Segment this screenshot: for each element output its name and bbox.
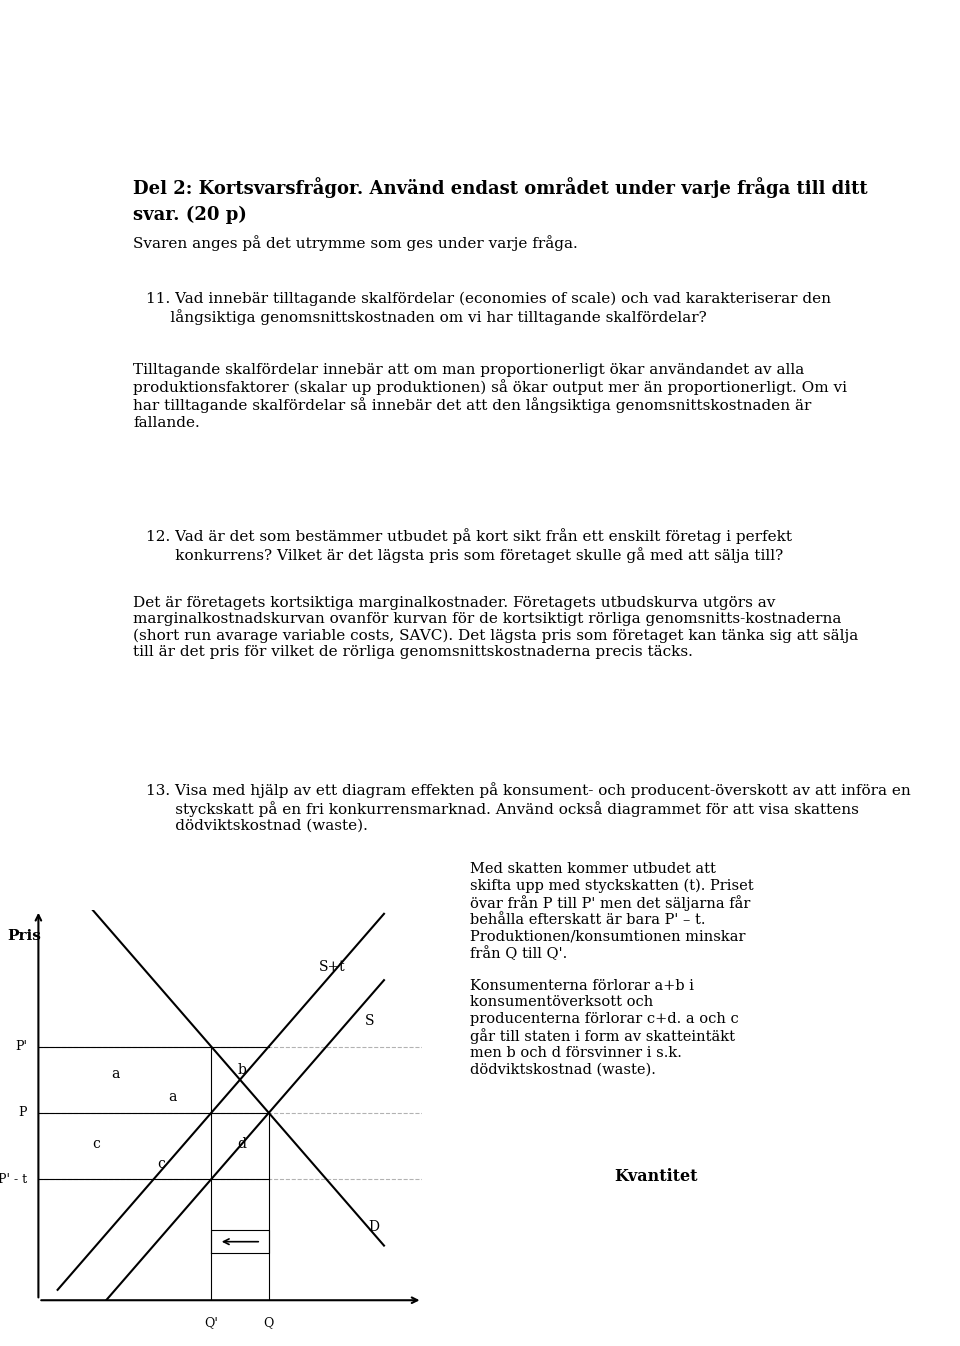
Text: S: S	[365, 1014, 374, 1028]
Text: P: P	[18, 1106, 27, 1120]
Text: 11. Vad innebär tilltagande skalfördelar (economies of scale) och vad karakteris: 11. Vad innebär tilltagande skalfördelar…	[146, 292, 831, 324]
Text: Q: Q	[264, 1316, 274, 1329]
Text: Pris: Pris	[8, 930, 41, 944]
Text: S+t: S+t	[319, 960, 346, 975]
Text: svar. (20 p): svar. (20 p)	[133, 206, 248, 225]
Text: Med skatten kommer utbudet att
skifta upp med styckskatten (t). Priset
övar från: Med skatten kommer utbudet att skifta up…	[469, 863, 754, 1077]
Text: P' - t: P' - t	[0, 1172, 27, 1186]
Text: Q': Q'	[204, 1316, 218, 1329]
Text: Kvantitet: Kvantitet	[614, 1168, 697, 1184]
Text: Det är företagets kortsiktiga marginalkostnader. Företagets utbudskurva utgörs a: Det är företagets kortsiktiga marginalko…	[133, 596, 858, 658]
Text: d: d	[237, 1137, 247, 1151]
Text: a: a	[169, 1090, 177, 1104]
Text: 12. Vad är det som bestämmer utbudet på kort sikt från ett enskilt företag i per: 12. Vad är det som bestämmer utbudet på …	[146, 529, 792, 563]
Text: Del 2: Kortsvarsfrågor. Använd endast området under varje fråga till ditt: Del 2: Kortsvarsfrågor. Använd endast om…	[133, 178, 868, 198]
Text: b: b	[237, 1063, 247, 1077]
Text: Svaren anges på det utrymme som ges under varje fråga.: Svaren anges på det utrymme som ges unde…	[133, 236, 578, 250]
Text: P': P'	[14, 1040, 27, 1053]
Text: 13. Visa med hjälp av ett diagram effekten på konsument- och producent-överskott: 13. Visa med hjälp av ett diagram effekt…	[146, 782, 911, 833]
Text: Tilltagande skalfördelar innebär att om man proportionerligt ökar användandet av: Tilltagande skalfördelar innebär att om …	[133, 362, 848, 429]
Text: c: c	[157, 1156, 165, 1171]
Text: D: D	[369, 1219, 379, 1233]
Text: a: a	[111, 1067, 119, 1081]
Text: c: c	[92, 1137, 100, 1151]
